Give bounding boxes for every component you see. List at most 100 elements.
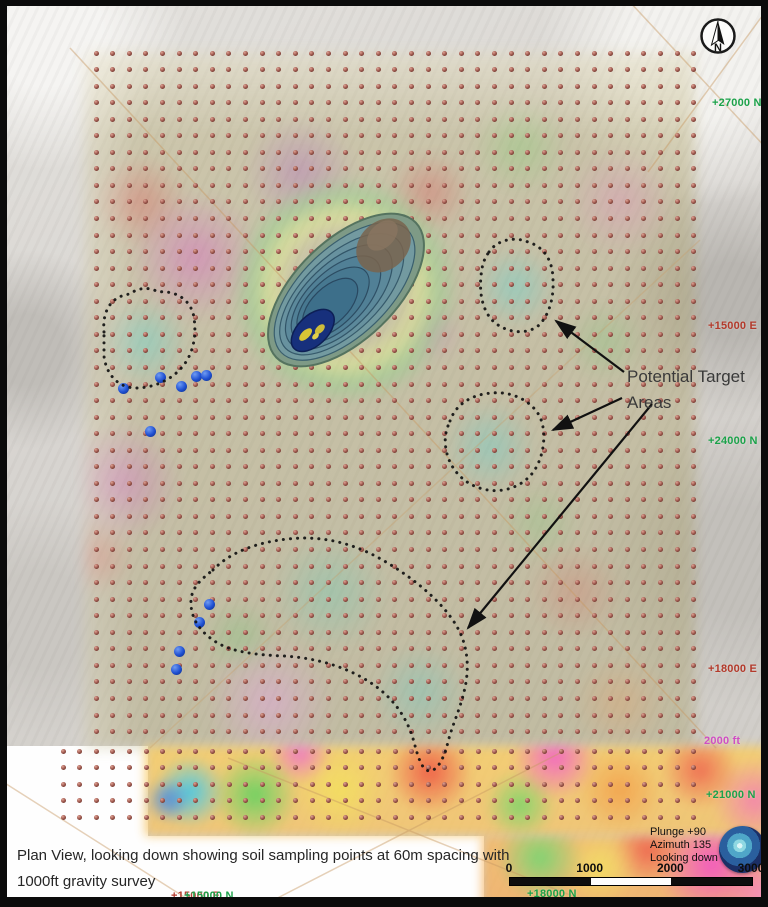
- soil-sample-dot: [309, 480, 315, 486]
- soil-sample-dot: [492, 765, 498, 771]
- soil-sample-dot: [342, 447, 348, 453]
- caption-line1: Plan View, looking down showing soil sam…: [17, 847, 510, 864]
- soil-sample-dot: [276, 199, 282, 205]
- soil-sample-dot: [574, 50, 580, 56]
- soil-sample-dot: [458, 414, 464, 420]
- soil-sample-dot: [442, 199, 448, 205]
- soil-sample-dot: [93, 67, 99, 73]
- soil-sample-dot: [209, 480, 215, 486]
- soil-sample-dot: [442, 133, 448, 139]
- soil-sample-dot: [541, 348, 547, 354]
- soil-sample-dot: [292, 398, 298, 404]
- orientation-sphere-icon: [719, 826, 766, 873]
- soil-sample-dot: [624, 381, 630, 387]
- soil-sample-dot: [259, 646, 265, 652]
- soil-sample-dot: [624, 166, 630, 172]
- soil-sample-dot: [359, 50, 365, 56]
- soil-sample-dot: [641, 695, 647, 701]
- soil-sample-dot: [242, 497, 248, 503]
- soil-sample-dot: [326, 814, 332, 820]
- soil-sample-dot: [242, 100, 248, 106]
- caption-line2: 1000ft gravity survey: [17, 873, 156, 890]
- soil-sample-dot: [442, 348, 448, 354]
- soil-sample-dot: [624, 116, 630, 122]
- soil-sample-dot: [608, 364, 614, 370]
- soil-sample-dot: [309, 50, 315, 56]
- soil-sample-dot: [491, 298, 497, 304]
- soil-sample-dot: [525, 249, 531, 255]
- soil-sample-dot: [591, 67, 597, 73]
- soil-sample-dot: [226, 814, 232, 820]
- soil-sample-dot: [641, 765, 647, 771]
- soil-sample-dot: [657, 216, 663, 221]
- soil-sample-dot: [508, 765, 514, 771]
- soil-sample-dot: [143, 249, 149, 255]
- soil-sample-dot: [342, 364, 348, 370]
- soil-sample-dot: [408, 133, 414, 139]
- soil-sample-dot: [359, 530, 365, 536]
- soil-sample-dot: [674, 364, 680, 370]
- soil-sample-dot: [458, 67, 464, 73]
- soil-sample-dot: [657, 149, 663, 155]
- soil-sample-dot: [375, 182, 381, 188]
- soil-sample-dot: [624, 315, 630, 321]
- soil-sample-dot: [641, 798, 647, 804]
- soil-sample-dot: [359, 431, 365, 437]
- soil-sample-dot: [442, 364, 448, 370]
- soil-sample-dot: [442, 182, 448, 188]
- soil-sample-dot: [691, 133, 697, 139]
- soil-sample-dot: [408, 547, 414, 552]
- soil-sample-dot: [691, 613, 697, 619]
- soil-sample-dot: [624, 781, 630, 787]
- soil-sample-dot: [491, 315, 497, 321]
- soil-sample-dot: [492, 781, 498, 787]
- soil-sample-dot: [276, 166, 282, 172]
- soil-sample-dot: [259, 695, 265, 701]
- soil-sample-dot: [624, 331, 630, 337]
- soil-sample-dot: [458, 282, 464, 288]
- soil-sample-dot: [657, 662, 663, 668]
- soil-sample-dot: [408, 695, 414, 701]
- soil-sample-dot: [126, 100, 132, 106]
- soil-sample-dot: [691, 298, 697, 304]
- soil-sample-dot: [143, 182, 149, 188]
- soil-sample-dot: [674, 431, 680, 437]
- soil-sample-dot: [491, 662, 497, 668]
- soil-sample-dot: [408, 580, 414, 586]
- soil-sample-dot: [508, 679, 514, 685]
- soil-sample-dot: [292, 646, 298, 652]
- soil-sample-dot: [674, 116, 680, 122]
- soil-sample-dot: [276, 629, 282, 635]
- soil-sample-dot: [475, 364, 481, 370]
- soil-sample-dot: [392, 67, 398, 73]
- soil-sample-dot: [558, 613, 564, 619]
- soil-sample-dot: [442, 748, 448, 754]
- soil-sample-dot: [608, 149, 614, 155]
- soil-sample-dot: [608, 748, 614, 754]
- soil-sample-dot: [475, 563, 481, 569]
- soil-sample-dot: [442, 315, 448, 321]
- soil-sample-dot: [193, 530, 199, 536]
- soil-sample-dot: [110, 83, 116, 89]
- soil-sample-dot: [359, 67, 365, 73]
- soil-sample-dot: [674, 182, 680, 188]
- soil-sample-dot: [591, 216, 597, 221]
- soil-sample-dot: [110, 50, 116, 56]
- soil-sample-dot: [126, 513, 132, 519]
- soil-sample-dot: [110, 464, 116, 470]
- soil-sample-dot: [143, 781, 149, 787]
- soil-sample-dot: [608, 182, 614, 188]
- soil-sample-dot: [242, 679, 248, 685]
- soil-sample-dot: [491, 50, 497, 56]
- soil-sample-dot: [325, 431, 331, 437]
- highlighted-sample-dot: [200, 369, 212, 381]
- soil-sample-dot: [491, 729, 497, 735]
- soil-sample-dot: [574, 133, 580, 139]
- soil-sample-dot: [525, 798, 531, 804]
- soil-sample-dot: [624, 662, 630, 668]
- soil-sample-dot: [508, 798, 514, 804]
- soil-sample-dot: [674, 298, 680, 304]
- soil-sample-dot: [392, 331, 398, 337]
- soil-sample-dot: [259, 679, 265, 685]
- soil-sample-dot: [408, 431, 414, 437]
